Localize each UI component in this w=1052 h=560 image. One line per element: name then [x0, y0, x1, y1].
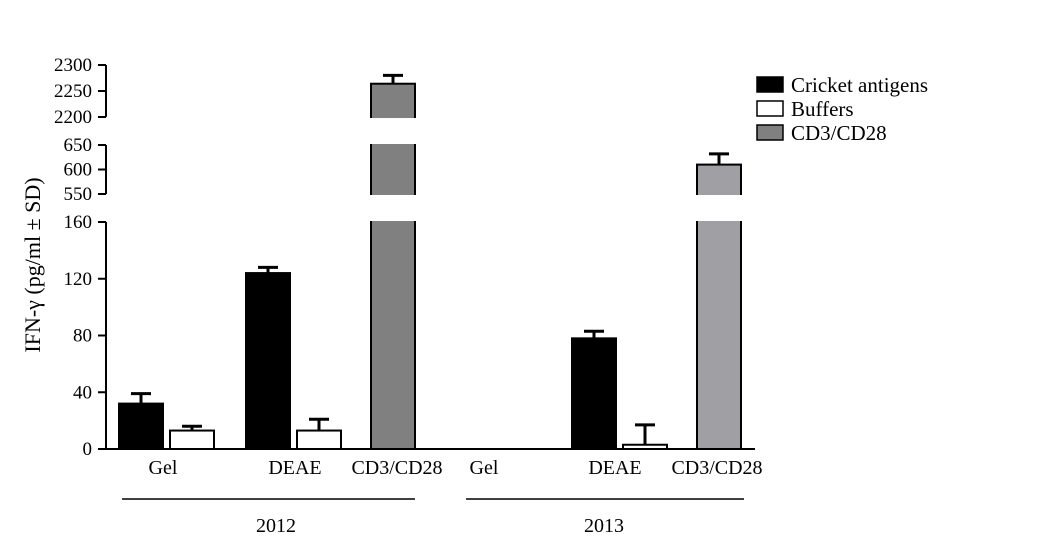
bar-buffers	[296, 429, 342, 450]
y-tick-label: 2200	[54, 107, 92, 128]
bar-cricket-antigens	[118, 402, 164, 451]
legend-label: Cricket antigens	[791, 73, 928, 97]
y-tick-label: 650	[64, 135, 93, 156]
axis-break-gap	[330, 118, 770, 144]
legend-swatch	[756, 124, 784, 141]
y-tick-label: 40	[73, 382, 92, 403]
x-category-label: DEAE	[268, 457, 321, 479]
y-tick-label: 0	[83, 439, 93, 460]
y-tick-label: 550	[64, 184, 93, 205]
axis-break-gap	[330, 195, 770, 221]
y-axis-label: IFN-γ (pg/ml ± SD)	[20, 177, 45, 352]
legend-swatch	[756, 76, 784, 93]
legend-label: Buffers	[791, 97, 854, 121]
group-label: 2012	[256, 515, 296, 537]
legend-label: CD3/CD28	[791, 121, 887, 145]
x-category-label: Gel	[149, 457, 178, 479]
y-tick-label: 2300	[54, 55, 92, 76]
bar-cricket-antigens	[571, 337, 617, 450]
legend-swatch	[756, 100, 784, 117]
group-label: 2013	[584, 515, 624, 537]
y-tick-label: 2250	[54, 81, 92, 102]
bar-cd3-cd28	[370, 82, 416, 450]
x-category-label: Gel	[470, 457, 499, 479]
bar-cricket-antigens	[245, 272, 291, 451]
y-tick-label: 80	[73, 326, 92, 347]
y-tick-label: 600	[64, 160, 93, 181]
x-category-label: DEAE	[588, 457, 641, 479]
x-category-label: CD3/CD28	[351, 457, 442, 479]
bar-buffers	[622, 443, 668, 450]
bar-buffers	[169, 429, 215, 450]
y-tick-label: 160	[64, 212, 93, 233]
y-tick-label: 120	[64, 269, 93, 290]
x-category-label: CD3/CD28	[671, 457, 762, 479]
